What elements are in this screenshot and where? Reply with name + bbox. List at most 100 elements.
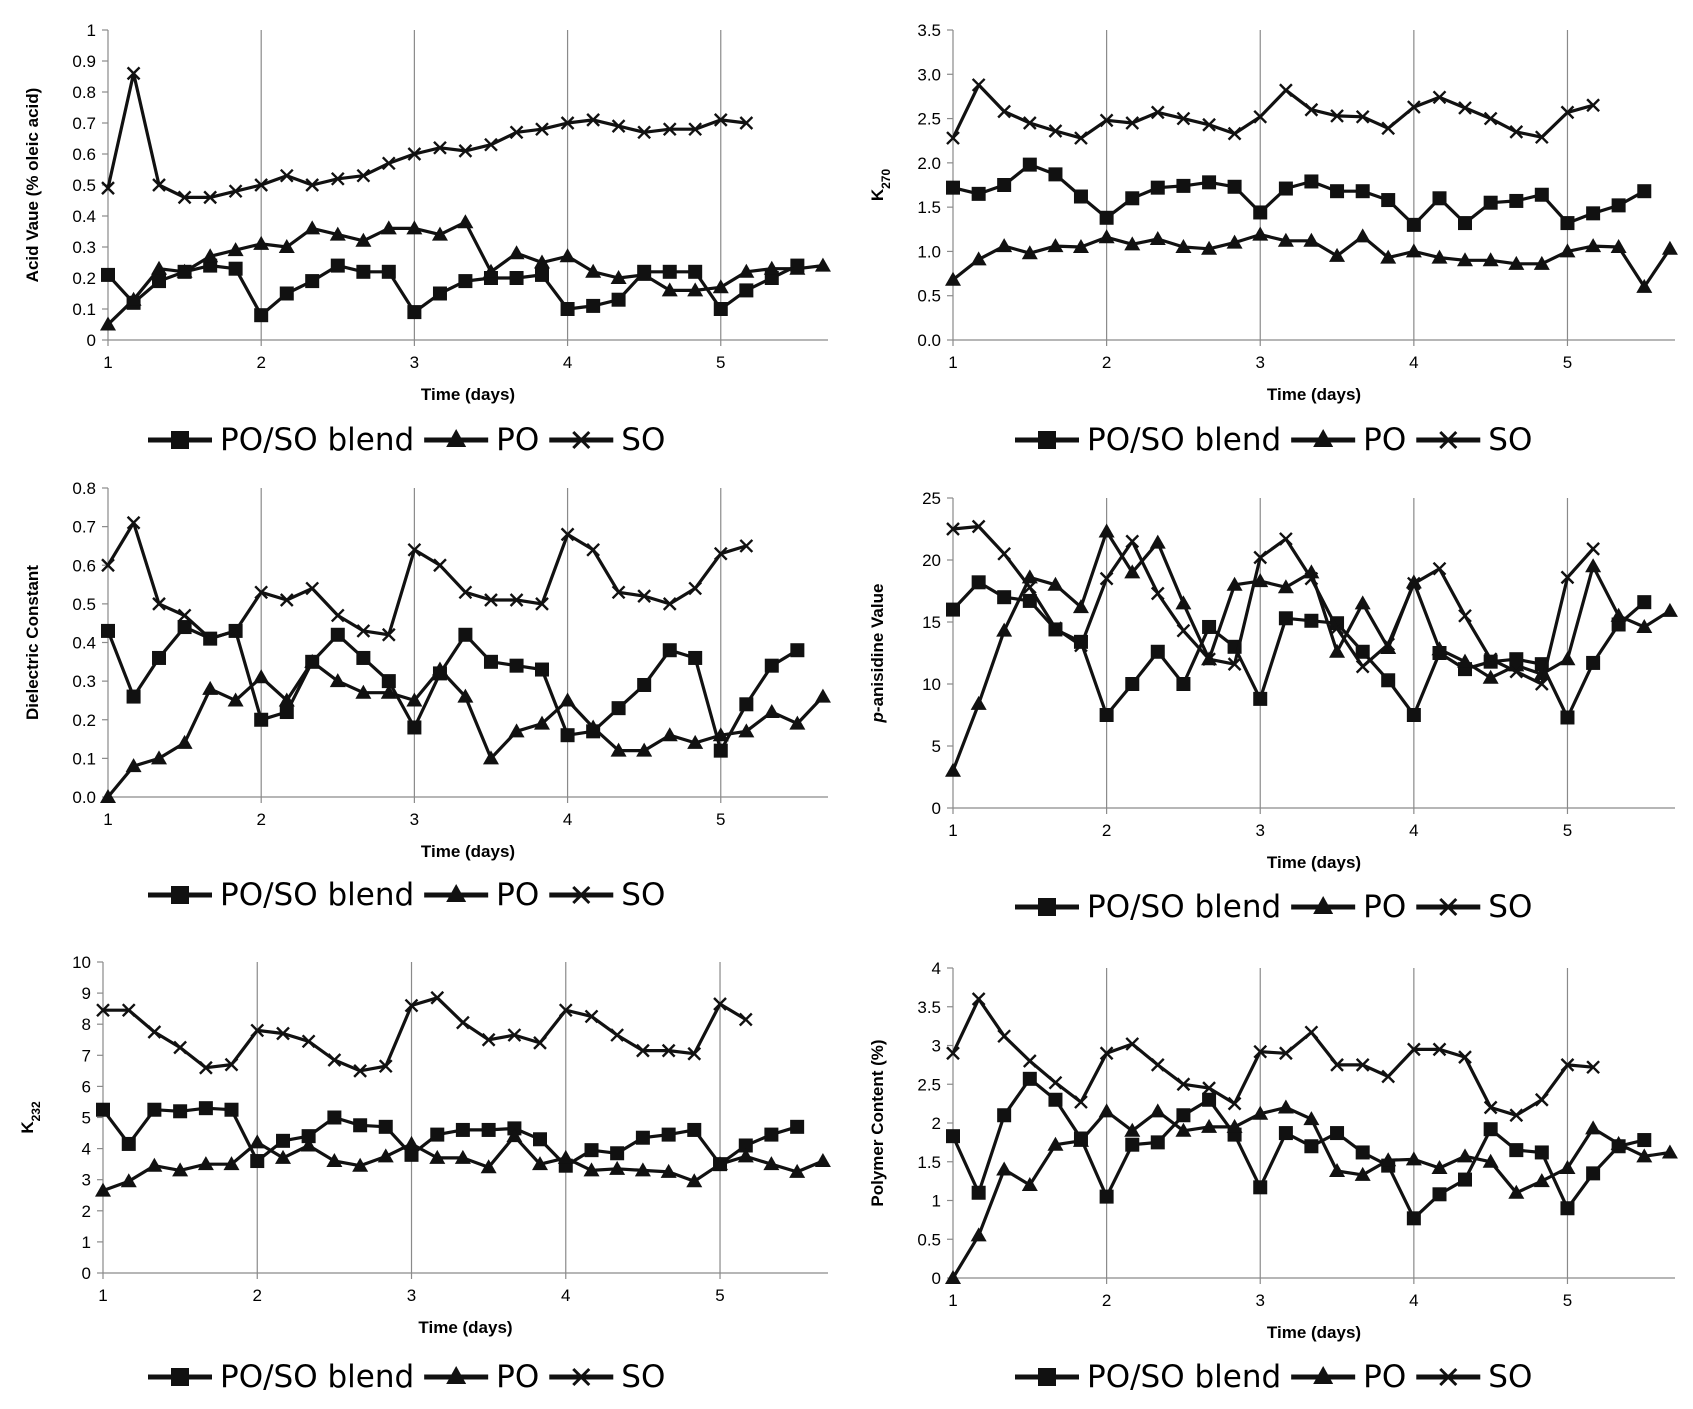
data-point (509, 593, 524, 607)
data-point (637, 589, 652, 603)
data-point (380, 684, 397, 699)
data-point (763, 704, 780, 719)
data-point (1611, 198, 1626, 213)
data-point (1074, 1095, 1088, 1109)
y-tick-label: 20 (922, 551, 941, 570)
data-point (356, 650, 371, 665)
legend-marker-square (1038, 898, 1056, 916)
data-point (1304, 174, 1319, 189)
data-point (1202, 619, 1217, 634)
data-point (1304, 1025, 1319, 1040)
data-point (970, 251, 987, 266)
data-point (1354, 1166, 1371, 1181)
data-point (1330, 184, 1345, 199)
y-tick-label: 0.1 (72, 300, 96, 319)
data-point (1534, 130, 1549, 145)
y-tick-label: 3.5 (917, 21, 941, 40)
y-tick-label: 1 (87, 21, 96, 40)
data-point (250, 1023, 265, 1038)
y-tick-label: 0.4 (72, 207, 96, 226)
data-point (253, 235, 270, 250)
x-tick-label: 2 (256, 353, 265, 372)
data-point (223, 1156, 240, 1171)
data-point (1509, 664, 1524, 679)
data-point (1482, 1153, 1499, 1168)
data-point (713, 997, 727, 1011)
data-point (1330, 1058, 1344, 1072)
data-point (1636, 1148, 1653, 1163)
data-point (432, 286, 447, 301)
data-point (1380, 1152, 1397, 1167)
y-tick-label: 0.7 (72, 518, 96, 537)
y-tick-label: 0.5 (72, 595, 96, 614)
data-point (1610, 239, 1627, 253)
data-point (1483, 654, 1498, 669)
data-point (1022, 116, 1037, 130)
data-point (1585, 1120, 1602, 1135)
data-point (1458, 1050, 1472, 1064)
data-point (662, 597, 677, 611)
y-tick-label: 0 (87, 331, 96, 350)
data-point (946, 1129, 960, 1144)
y-tick-label: 0.6 (72, 145, 96, 164)
data-point (1432, 561, 1447, 576)
data-point (327, 1053, 342, 1067)
data-point (686, 1173, 703, 1188)
data-point (1407, 1042, 1421, 1057)
data-point (533, 1132, 548, 1147)
data-point (1149, 1103, 1166, 1118)
data-point (1508, 1184, 1525, 1199)
legend-marker-square (171, 431, 189, 449)
data-point (506, 1128, 523, 1143)
data-point (125, 291, 142, 306)
data-point (381, 627, 396, 642)
data-point (583, 1162, 600, 1177)
data-point (662, 643, 677, 658)
x-tick-label: 4 (563, 810, 572, 829)
data-point (534, 662, 549, 677)
data-point (458, 144, 473, 158)
data-point (253, 669, 270, 684)
data-point (381, 264, 396, 279)
legend-marker-x (572, 430, 591, 450)
data-point (228, 184, 243, 199)
series-line (106, 71, 747, 199)
data-point (301, 1034, 316, 1049)
data-point (121, 1003, 136, 1018)
data-point (713, 113, 728, 127)
data-point (1509, 125, 1524, 139)
data-point (1432, 90, 1447, 105)
data-point (1381, 121, 1396, 136)
data-point (1252, 226, 1269, 241)
data-point (300, 1137, 317, 1152)
data-point (996, 1161, 1013, 1176)
y-tick-label: 3 (82, 1171, 91, 1190)
data-point (1457, 252, 1474, 267)
data-point (403, 1135, 420, 1150)
data-point (276, 1133, 291, 1148)
data-point (610, 270, 627, 284)
y-tick-label: 2 (82, 1202, 91, 1221)
data-point (1483, 1122, 1498, 1137)
legend-marker-square (1038, 1368, 1056, 1386)
data-point (482, 263, 499, 278)
data-point (1431, 641, 1448, 656)
data-point (101, 181, 115, 195)
chart-panel-2: 0.0 0.5 1.0 1.5 2.0 2.5 3.0 3.5 1 2 3 4 5 Time (days)… (868, 21, 1678, 458)
data-point (1303, 1111, 1320, 1126)
legend-label: SO (1488, 1359, 1532, 1395)
data-point (687, 282, 704, 297)
data-point (585, 719, 602, 734)
data-point (1586, 1060, 1600, 1075)
data-point (584, 1143, 599, 1158)
series-triangle (945, 1099, 1678, 1284)
data-point (126, 66, 141, 81)
data-point (1303, 232, 1320, 247)
data-point (1354, 595, 1371, 610)
data-point (661, 1127, 676, 1142)
data-point (789, 1163, 806, 1178)
data-point (1253, 691, 1268, 706)
data-point (560, 302, 575, 316)
data-point (997, 1108, 1012, 1123)
data-point (1176, 677, 1191, 691)
